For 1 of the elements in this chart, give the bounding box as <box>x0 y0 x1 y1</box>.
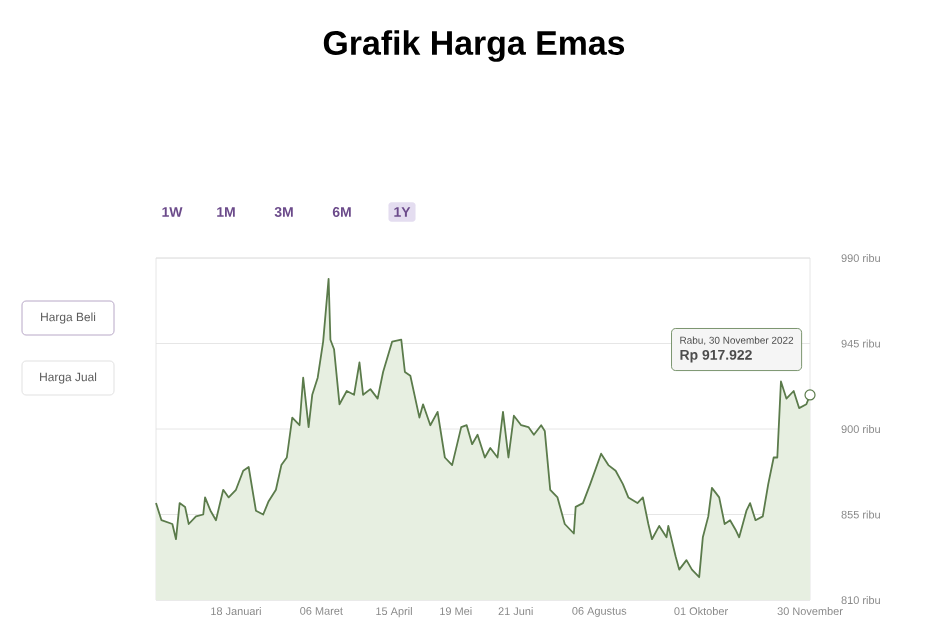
chart-title: Grafik Harga Emas <box>323 30 625 62</box>
